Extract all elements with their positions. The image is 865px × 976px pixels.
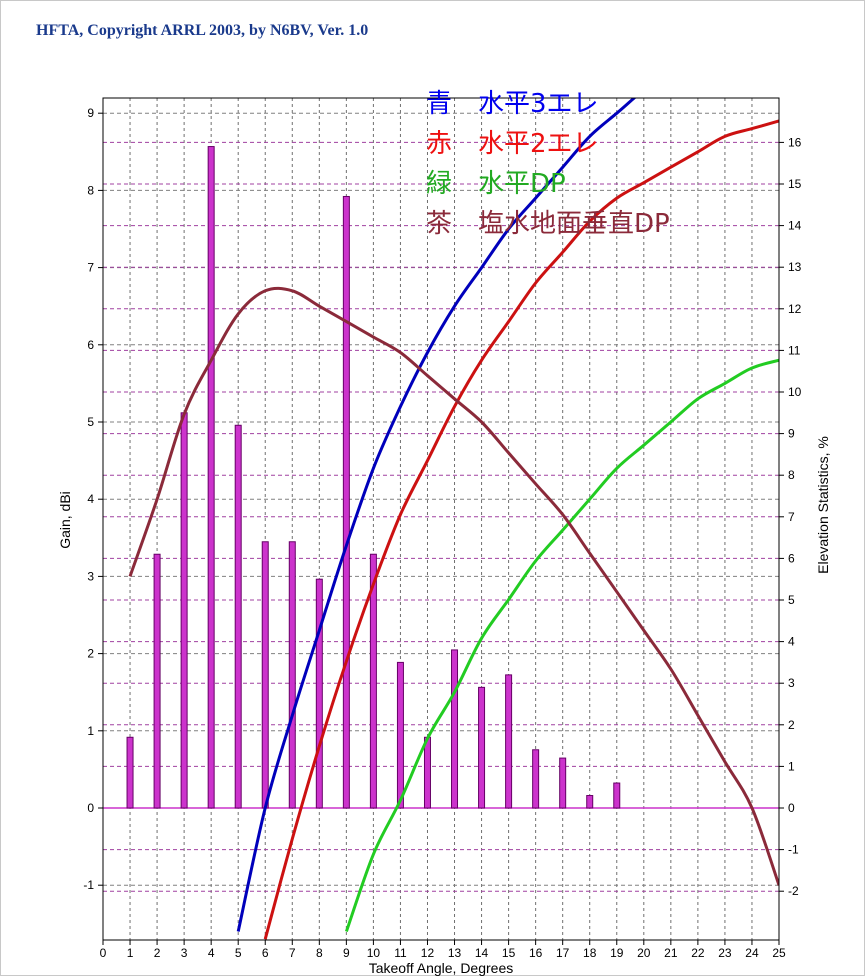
y-right-tick-label: 4 (788, 635, 795, 649)
elevation-bar (234, 424, 242, 809)
gain-curve (344, 358, 779, 932)
y-axis-label-left: Gain, dBi (57, 491, 73, 549)
y-right-tick-label: 2 (788, 718, 795, 732)
y-axis-label-right: Elevation Statistics, % (815, 436, 831, 574)
x-tick-label: 24 (745, 946, 759, 960)
elevation-bar (342, 195, 350, 809)
y-right-tick-label: 13 (788, 260, 802, 274)
y-left-tick-label: 9 (87, 106, 94, 120)
y-left-tick-label: 6 (87, 338, 94, 352)
x-tick-label: 2 (154, 946, 161, 960)
x-tick-label: 16 (529, 946, 543, 960)
y-right-tick-label: 14 (788, 219, 802, 233)
x-tick-label: 1 (127, 946, 134, 960)
x-tick-label: 6 (262, 946, 269, 960)
y-right-tick-label: 12 (788, 302, 802, 316)
elevation-bar (396, 661, 404, 809)
x-tick-label: 0 (100, 946, 107, 960)
elevation-bar (369, 553, 377, 809)
legend-item: 赤 水平2エレ (426, 129, 599, 159)
y-right-tick-label: 11 (788, 343, 801, 357)
x-tick-label: 10 (367, 946, 381, 960)
y-left-tick-label: 1 (87, 724, 94, 738)
elevation-bars (126, 146, 621, 809)
y-right-tick-label: 7 (788, 510, 795, 524)
y-right-tick-label: 1 (788, 759, 795, 773)
x-tick-label: 19 (610, 946, 624, 960)
elevation-bar (153, 553, 161, 809)
elevation-bar (261, 541, 269, 809)
elevation-bar (180, 412, 188, 809)
elevation-bar (315, 578, 323, 809)
elevation-bar (559, 757, 567, 809)
y-left-tick-label: 0 (87, 801, 94, 815)
grid (102, 98, 780, 940)
x-tick-label: 25 (772, 946, 786, 960)
legend-item: 茶 塩水地面垂直DP (426, 209, 670, 239)
legend-item: 緑 水平DP (426, 169, 566, 199)
elevation-bar (532, 749, 540, 809)
elevation-bar (423, 736, 431, 809)
y-right-tick-label: 8 (788, 468, 795, 482)
gain-curve (263, 119, 779, 940)
elevation-bar (478, 686, 486, 809)
x-tick-label: 7 (289, 946, 296, 960)
legend-item: 青 水平3エレ (426, 89, 599, 119)
y-left-tick-label: 2 (87, 647, 94, 661)
y-right-tick-label: -1 (788, 843, 799, 857)
x-tick-label: 3 (181, 946, 188, 960)
x-tick-label: 8 (316, 946, 323, 960)
y-right-tick-label: 16 (788, 135, 802, 149)
elevation-bar (207, 146, 215, 809)
x-tick-label: 20 (637, 946, 651, 960)
x-tick-label: 22 (691, 946, 705, 960)
x-tick-label: 11 (394, 946, 407, 960)
y-left-tick-label: 5 (87, 415, 94, 429)
x-tick-label: 17 (556, 946, 570, 960)
x-tick-label: 9 (343, 946, 350, 960)
y-right-tick-label: 0 (788, 801, 795, 815)
x-tick-label: 23 (718, 946, 732, 960)
gain-curve (128, 286, 779, 886)
y-right-tick-label: 3 (788, 676, 795, 690)
plot-area (103, 98, 779, 940)
y-left-tick-label: 3 (87, 569, 94, 583)
y-left-tick-label: 7 (87, 261, 94, 275)
x-tick-label: 5 (235, 946, 242, 960)
y-right-tick-label: 15 (788, 177, 802, 191)
elevation-bar (451, 649, 459, 809)
y-left-tick-label: -1 (83, 878, 94, 892)
y-right-tick-label: 9 (788, 427, 795, 441)
x-tick-label: 14 (475, 946, 489, 960)
y-right-tick-label: 5 (788, 593, 795, 607)
y-right-tick-label: 10 (788, 385, 802, 399)
app-title: HFTA, Copyright ARRL 2003, by N6BV, Ver.… (36, 22, 369, 39)
elevation-bar (288, 541, 296, 809)
x-tick-label: 18 (583, 946, 597, 960)
y-right-tick-label: 6 (788, 551, 795, 565)
x-tick-label: 12 (421, 946, 435, 960)
elevation-bar (505, 674, 513, 809)
axes: Takeoff Angle, Degrees Gain, dBi Elevati… (57, 97, 831, 976)
y-left-tick-label: 8 (87, 183, 94, 197)
elevation-bar (613, 782, 621, 809)
x-tick-label: 21 (664, 946, 678, 960)
x-tick-label: 13 (448, 946, 462, 960)
y-right-tick-label: -2 (788, 884, 799, 898)
elevation-bar (586, 795, 594, 809)
y-left-tick-label: 4 (87, 492, 94, 506)
gain-curve (236, 98, 637, 932)
elevation-bar (126, 736, 134, 809)
gain-curves (128, 98, 779, 940)
x-tick-label: 4 (208, 946, 215, 960)
x-tick-label: 15 (502, 946, 516, 960)
x-axis-label: Takeoff Angle, Degrees (369, 960, 514, 976)
plot-border (102, 97, 780, 941)
